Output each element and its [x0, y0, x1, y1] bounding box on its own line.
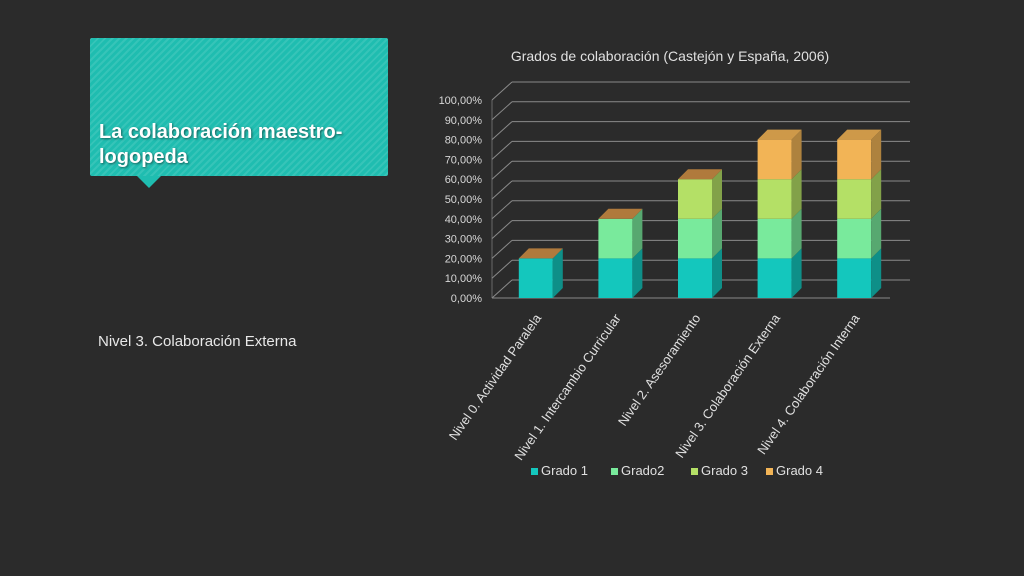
- y-tick-label: 70,00%: [445, 154, 483, 166]
- bar-side: [791, 208, 802, 259]
- gridline-depth: [491, 101, 513, 121]
- y-tick-label: 10,00%: [445, 273, 483, 285]
- bar-front: [757, 258, 792, 298]
- category-label: Nivel 2. Asesoramiento: [615, 311, 704, 429]
- bar-segment: [837, 208, 882, 259]
- y-tick-label: 100,00%: [439, 95, 483, 107]
- bar-front: [757, 179, 792, 219]
- bar-segment: [678, 169, 722, 219]
- bar-side: [791, 169, 802, 219]
- bar-side: [871, 248, 882, 298]
- gridline-depth: [491, 81, 513, 101]
- bar-front: [837, 139, 872, 180]
- bar-segment: [757, 208, 802, 259]
- bar-segment: [678, 248, 722, 298]
- bar-top: [598, 208, 643, 219]
- gridline-depth: [491, 200, 513, 220]
- bar-side: [632, 208, 643, 259]
- y-tick-label: 90,00%: [445, 115, 483, 127]
- gridline-depth: [491, 141, 513, 160]
- legend-swatch: [766, 468, 773, 475]
- legend-swatch: [611, 468, 618, 475]
- legend-swatch: [691, 468, 698, 475]
- legend-label: Grado 3: [701, 463, 748, 478]
- bar-top: [837, 129, 882, 140]
- gridline-depth: [491, 160, 513, 180]
- bar-segment: [837, 129, 882, 180]
- y-tick-label: 0,00%: [451, 293, 482, 305]
- bar-side: [552, 248, 563, 298]
- title-box-pointer: [137, 176, 161, 188]
- gridline-depth: [491, 259, 513, 279]
- slide-subtitle: Nivel 3. Colaboración Externa: [98, 333, 297, 350]
- y-tick-label: 20,00%: [445, 253, 483, 265]
- bar-front: [837, 258, 872, 298]
- bar-segment: [598, 248, 643, 298]
- slide-title: La colaboración maestro-logopeda: [99, 121, 343, 168]
- legend-label: Grado 1: [541, 463, 588, 478]
- category-label: Nivel 0. Actividad Paralela: [446, 310, 545, 442]
- bar-side: [871, 169, 882, 219]
- y-tick-label: 50,00%: [445, 194, 483, 206]
- bar-side: [791, 248, 802, 298]
- bar-top: [757, 129, 802, 140]
- chart-title: Grados de colaboración (Castejón y Españ…: [511, 48, 829, 64]
- bar-side: [712, 208, 722, 259]
- y-tick-label: 60,00%: [445, 174, 483, 186]
- legend-swatch: [531, 468, 538, 475]
- y-tick-label: 40,00%: [445, 214, 483, 226]
- bar-side: [632, 248, 643, 298]
- bar-front: [678, 258, 712, 298]
- bar-segment: [598, 208, 643, 259]
- bar-top: [518, 248, 563, 259]
- bar-segment: [518, 248, 563, 298]
- legend-label: Grado 4: [776, 463, 823, 478]
- bar-front: [598, 258, 633, 298]
- bar-segment: [678, 208, 722, 259]
- y-tick-label: 30,00%: [445, 234, 483, 246]
- bar-side: [791, 129, 802, 180]
- bar-segment: [757, 129, 802, 180]
- bar-front: [837, 179, 872, 219]
- gridline-depth: [491, 180, 513, 200]
- bar-front: [518, 258, 553, 298]
- bar-side: [712, 169, 722, 219]
- bar-side: [712, 248, 722, 298]
- bar-front: [757, 218, 792, 259]
- bar-front: [598, 218, 633, 259]
- gridline-depth: [491, 240, 513, 259]
- bar-segment: [757, 248, 802, 298]
- title-box: [90, 38, 388, 176]
- gridline-depth: [491, 279, 513, 299]
- bar-segment: [837, 169, 882, 219]
- gridline-depth: [491, 220, 513, 239]
- bar-top: [678, 169, 722, 180]
- bar-front: [678, 218, 712, 259]
- bar-segment: [837, 248, 882, 298]
- bar-side: [871, 129, 882, 180]
- gridline-depth: [491, 121, 513, 140]
- bar-front: [678, 179, 712, 219]
- y-tick-label: 80,00%: [445, 135, 483, 147]
- bar-front: [837, 218, 872, 259]
- bar-side: [871, 208, 882, 259]
- bar-front: [757, 139, 792, 180]
- bar-segment: [757, 169, 802, 219]
- legend-label: Grado2: [621, 463, 664, 478]
